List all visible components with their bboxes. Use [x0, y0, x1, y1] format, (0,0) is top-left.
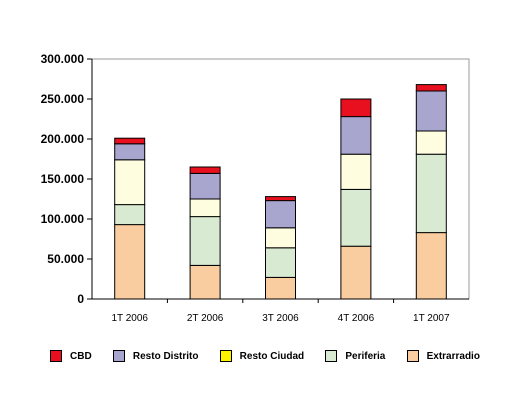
bar-segment [340, 116, 372, 155]
x-tick-label: 3T 2006 [262, 313, 299, 324]
x-tick-label: 2T 2006 [187, 313, 224, 324]
bar-segment [189, 198, 221, 218]
y-tick-label: 200.000 [41, 132, 85, 146]
bar-segment [265, 276, 296, 300]
legend-item: Extrarradio [406, 350, 480, 362]
bar-segment [415, 130, 447, 155]
axes-layer [87, 58, 470, 303]
bar-segment [189, 264, 221, 300]
stacked-bar-chart: 0 50.000 100.000 150.000 200.000 250.000 300.0… [41, 52, 470, 324]
bar-segment [415, 90, 447, 132]
legend-label: Extrarradio [426, 350, 480, 362]
bar-segment [415, 153, 447, 234]
bar-segment [265, 196, 296, 202]
bar-segment [265, 247, 296, 278]
x-tick-label: 4T 2006 [338, 313, 375, 324]
bar-segment [114, 224, 146, 300]
legend-label: Periferia [345, 350, 386, 362]
bar-segment [265, 227, 296, 249]
bar-segment [114, 137, 146, 145]
y-tick-label: 100.000 [41, 212, 85, 226]
legend-item: Resto Ciudad [219, 350, 305, 362]
bar-segment [189, 172, 221, 200]
bar-segment [114, 143, 146, 161]
legend-swatch [406, 350, 419, 362]
legend: CBD Resto Distrito Resto Ciudad Periferia Ex… [50, 350, 480, 362]
legend-label: Resto Ciudad [239, 350, 305, 362]
x-tick-label: 1T 2007 [413, 313, 450, 324]
bar-segment [114, 204, 146, 226]
bar-segment [340, 245, 372, 300]
legend-swatch [112, 350, 125, 362]
bar-segment [189, 166, 221, 174]
bar-segment [415, 84, 447, 92]
y-tick-label: 300.000 [41, 52, 85, 66]
legend-swatch [50, 350, 62, 362]
bar-segment [265, 200, 296, 229]
legend-swatch [219, 350, 232, 362]
bar-segment [340, 153, 372, 190]
x-tick-label: 1T 2006 [111, 313, 148, 324]
y-tick-label: 150.000 [41, 172, 85, 186]
bar-segment [189, 216, 221, 266]
bar-segment [114, 159, 146, 206]
legend-label: CBD [70, 350, 92, 362]
y-tick-labels: 0 50.000 100.000 150.000 200.000 250.000 300.0… [41, 52, 85, 306]
legend-item: CBD [50, 350, 92, 362]
legend-swatch [325, 350, 338, 362]
bar-segment [340, 98, 372, 118]
legend-item: Resto Distrito [112, 350, 199, 362]
bar-segment [340, 188, 372, 247]
bar-segment [415, 232, 447, 300]
y-tick-label: 250.000 [41, 92, 85, 106]
y-tick-label: 0 [77, 292, 84, 306]
legend-label: Resto Distrito [132, 350, 199, 362]
y-tick-label: 50.000 [47, 252, 84, 266]
legend-item: Periferia [325, 350, 385, 362]
x-tick-labels: 1T 2006 2T 2006 3T 2006 4T 2006 1T 2007 [111, 313, 450, 324]
bars-layer [114, 84, 447, 300]
